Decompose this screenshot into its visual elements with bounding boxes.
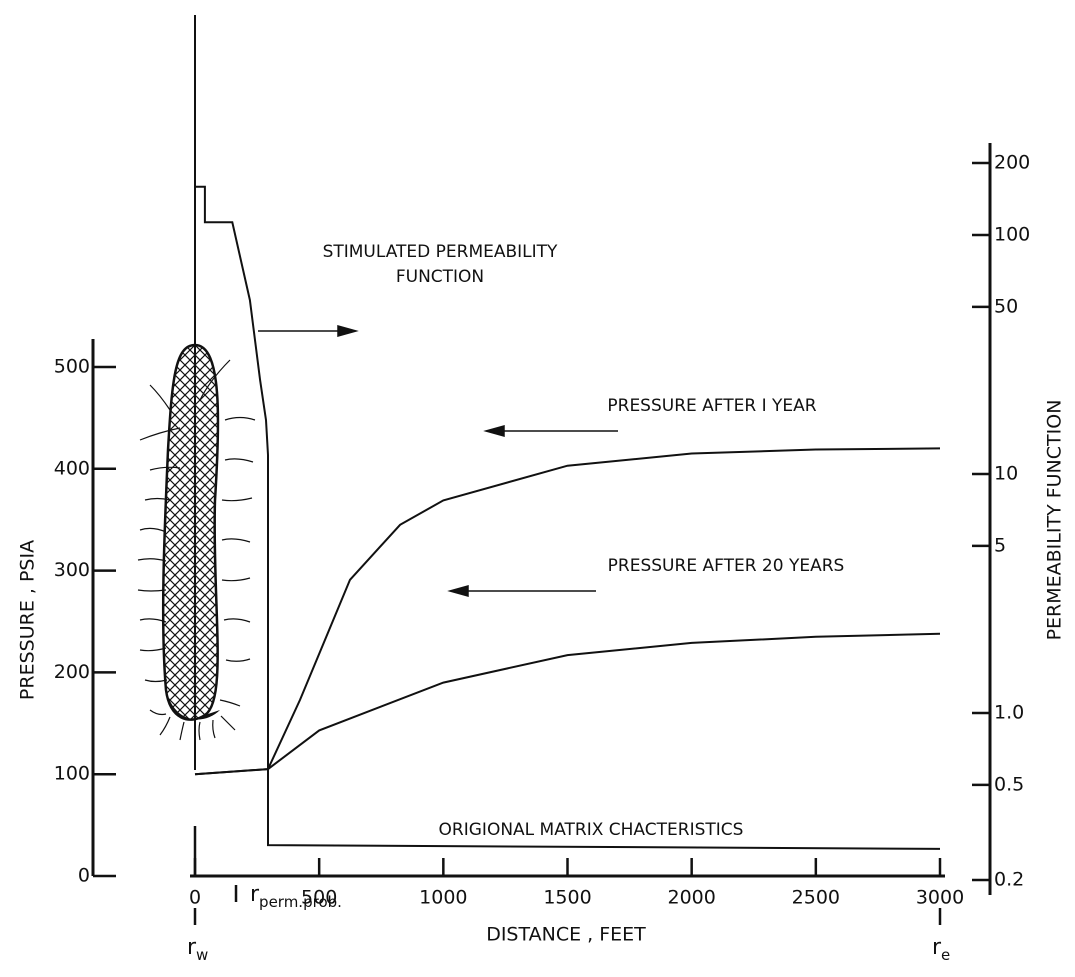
marker-sub: w bbox=[196, 946, 208, 964]
x-tick-label: 2000 bbox=[667, 887, 715, 909]
arrows bbox=[258, 325, 618, 597]
y2-tick-label: 100 bbox=[994, 223, 1030, 245]
annotation: ORIGIONAL MATRIX CHACTERISTICS bbox=[439, 820, 744, 840]
marker-label: rw bbox=[187, 935, 208, 964]
y-tick-label: 100 bbox=[54, 763, 90, 785]
y-tick-label: 500 bbox=[54, 356, 90, 378]
y2-tick-label: 200 bbox=[994, 152, 1030, 174]
marker-sub: perm.prob. bbox=[259, 893, 342, 911]
series-line bbox=[194, 447, 941, 776]
annotation: PRESSURE AFTER 20 YEARS bbox=[608, 556, 845, 576]
y-tick-label: 200 bbox=[54, 661, 90, 683]
marker-base: r bbox=[932, 935, 942, 960]
x-tick-label: 500 bbox=[301, 887, 337, 909]
y2-axis-label: PERMEABILITY FUNCTION bbox=[1044, 400, 1066, 641]
annotation: PRESSURE AFTER I YEAR bbox=[607, 396, 816, 416]
series-line bbox=[194, 632, 941, 776]
y2-tick-label: 10 bbox=[994, 462, 1018, 484]
marker-label: rperm.prob. bbox=[250, 882, 342, 911]
fracture-sketch bbox=[137, 15, 256, 770]
marker-label: re bbox=[932, 935, 950, 964]
x-tick-label: 0 bbox=[189, 887, 201, 909]
marker-base: r bbox=[250, 882, 260, 907]
marker-base: r bbox=[187, 935, 197, 960]
x-axis-label: DISTANCE , FEET bbox=[486, 924, 646, 946]
y2-tick-label: 0.5 bbox=[994, 773, 1024, 795]
annotation: STIMULATED PERMEABILITY bbox=[323, 242, 558, 262]
y2-tick-label: 5 bbox=[994, 534, 1006, 556]
x-tick-label: 1000 bbox=[419, 887, 467, 909]
y-tick-label: 0 bbox=[78, 865, 90, 887]
series-line bbox=[195, 185, 941, 850]
marker-sub: e bbox=[941, 946, 950, 964]
x-tick-label: 1500 bbox=[543, 887, 591, 909]
y-tick-label: 300 bbox=[54, 559, 90, 581]
y2-tick-label: 0.2 bbox=[994, 869, 1024, 891]
x-tick-label: 3000 bbox=[916, 887, 964, 909]
y-axis-label: PRESSURE , PSIA bbox=[17, 540, 39, 700]
y2-tick-label: 1.0 bbox=[994, 701, 1024, 723]
y-tick-label: 400 bbox=[54, 457, 90, 479]
x-tick-label: 2500 bbox=[792, 887, 840, 909]
y2-tick-label: 50 bbox=[994, 295, 1018, 317]
annotation: FUNCTION bbox=[396, 267, 484, 287]
